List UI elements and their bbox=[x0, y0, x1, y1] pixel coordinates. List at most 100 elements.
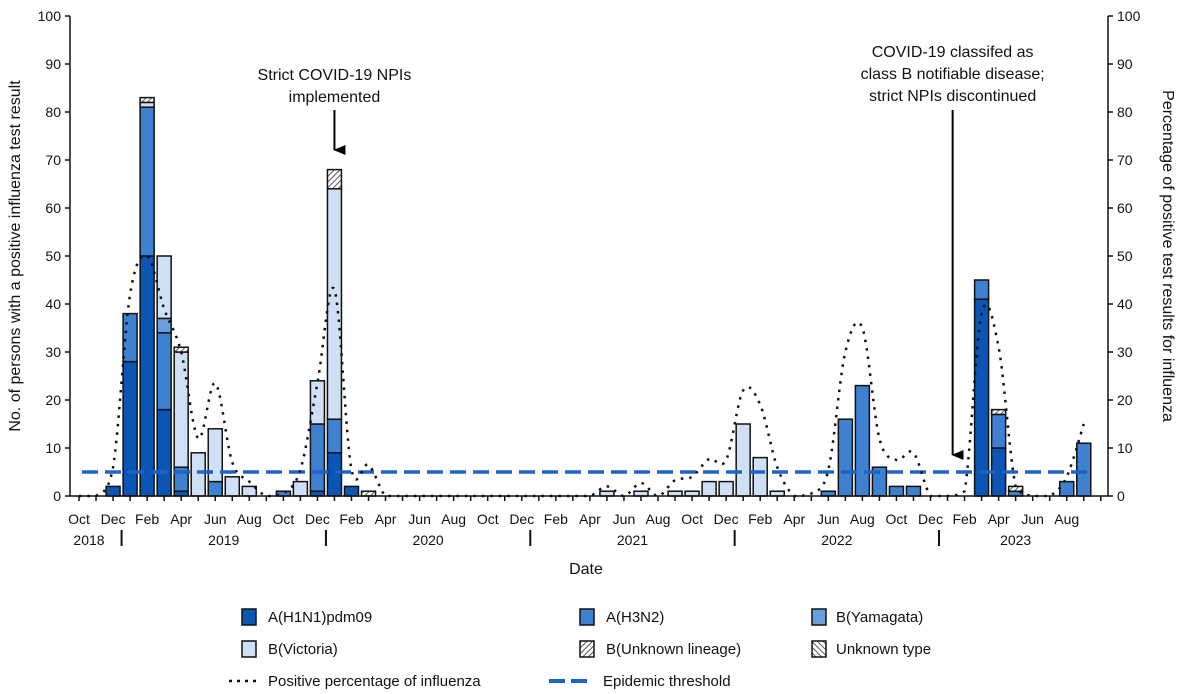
bar-segment-2019-03-0 bbox=[156, 408, 172, 497]
legend-label-threshold: Epidemic threshold bbox=[603, 673, 731, 690]
x-tick-label: Dec bbox=[509, 511, 534, 527]
year-label: 2018 bbox=[73, 532, 104, 548]
y-tick-label-left: 10 bbox=[45, 440, 61, 456]
legend-label-h3n2: A(H3N2) bbox=[606, 609, 664, 626]
legend-swatch-unknown-type bbox=[811, 640, 827, 658]
annotation-text: Strict COVID-19 NPIs bbox=[258, 67, 412, 84]
x-tick-label: Jun bbox=[1021, 511, 1044, 527]
x-tick-label: Feb bbox=[748, 511, 772, 527]
bar-segment-2023-03-1 bbox=[973, 279, 990, 300]
y-tick-label-right: 100 bbox=[1117, 8, 1141, 24]
lines-layer bbox=[79, 254, 1092, 498]
bar-segment-2019-02-1 bbox=[139, 106, 155, 257]
legend: A(H1N1)pdm09 A(H3N2) B(Yamagata) B(Victo… bbox=[229, 608, 931, 690]
bar-segment-2020-02-0 bbox=[343, 485, 360, 497]
x-tick-label: Apr bbox=[988, 511, 1010, 527]
bar-segment-2019-03-3 bbox=[156, 255, 172, 320]
legend-label-victoria: B(Victoria) bbox=[268, 641, 338, 658]
bar-segment-2019-06-3 bbox=[207, 428, 223, 483]
positive-percentage-line bbox=[79, 254, 1085, 498]
y-tick-label-right: 70 bbox=[1117, 152, 1133, 168]
y-tick-label-left: 90 bbox=[45, 56, 61, 72]
annotation-text: COVID-19 classifed as bbox=[872, 44, 1034, 61]
bar-segment-2022-02-3 bbox=[752, 456, 768, 497]
bar-segment-2019-01-1 bbox=[122, 312, 138, 363]
x-tick-label: Jun bbox=[204, 511, 227, 527]
x-tick-label: Aug bbox=[1054, 511, 1079, 527]
legend-label-h1n1: A(H1N1)pdm09 bbox=[268, 609, 372, 626]
year-label: 2021 bbox=[617, 532, 648, 548]
y-tick-label-left: 20 bbox=[45, 392, 61, 408]
y-tick-label-right: 10 bbox=[1117, 440, 1133, 456]
legend-swatch-yamagata bbox=[811, 608, 827, 626]
x-tick-label: Apr bbox=[170, 511, 192, 527]
x-tick-label: Jun bbox=[817, 511, 840, 527]
bar-segment-2019-11-3 bbox=[292, 480, 309, 497]
x-tick-label: Apr bbox=[375, 511, 397, 527]
y-tick-label-left: 30 bbox=[45, 344, 61, 360]
legend-label-unknown-type: Unknown type bbox=[836, 641, 931, 658]
bar-segment-2020-01-4 bbox=[326, 168, 343, 190]
x-tick-label: Jun bbox=[408, 511, 431, 527]
bar-segment-2022-01-3 bbox=[735, 423, 751, 497]
bar-segment-2019-02-0 bbox=[139, 255, 155, 497]
x-tick-label: Dec bbox=[714, 511, 739, 527]
bar-segment-2022-11-1 bbox=[905, 485, 922, 497]
x-tick-label: Feb bbox=[339, 511, 363, 527]
x-tick-label: Dec bbox=[305, 511, 330, 527]
year-label: 2020 bbox=[413, 532, 444, 548]
legend-swatch-h1n1 bbox=[241, 608, 257, 626]
y-tick-label-right: 0 bbox=[1117, 488, 1125, 504]
y-tick-label-left: 70 bbox=[45, 152, 61, 168]
bar-segment-2022-10-1 bbox=[888, 485, 905, 497]
bar-segment-2019-02-4 bbox=[139, 96, 155, 104]
bar-segment-2023-08-1 bbox=[1058, 480, 1075, 497]
y-tick-label-right: 50 bbox=[1117, 248, 1133, 264]
annotation-text: implemented bbox=[289, 89, 381, 106]
bar-segment-2020-01-3 bbox=[326, 188, 343, 420]
legend-swatch-victoria bbox=[241, 640, 257, 658]
legend-label-percentage: Positive percentage of influenza bbox=[268, 673, 481, 690]
bar-segment-2019-04-3 bbox=[173, 351, 189, 468]
x-axis-title: Date bbox=[569, 561, 603, 578]
x-tick-label: Feb bbox=[952, 511, 976, 527]
y2-axis-title: Percentage of positive test results for … bbox=[1159, 90, 1176, 422]
x-tick-label: Jun bbox=[613, 511, 636, 527]
bar-segment-2018-12-0 bbox=[105, 485, 121, 497]
y-tick-label-left: 50 bbox=[45, 248, 61, 264]
bar-segment-2023-03-0 bbox=[973, 298, 990, 497]
annotation-text: strict NPIs discontinued bbox=[869, 88, 1036, 105]
x-tick-label: Apr bbox=[579, 511, 601, 527]
annotations: Strict COVID-19 NPIs implemented COVID-19 … bbox=[258, 44, 1045, 460]
x-tick-label: Feb bbox=[135, 511, 159, 527]
x-tick-label: Aug bbox=[850, 511, 875, 527]
x-tick-label: Oct bbox=[681, 511, 703, 527]
legend-label-yamagata: B(Yamagata) bbox=[836, 609, 923, 626]
annotation-text: class B notifiable disease; bbox=[861, 66, 1045, 83]
x-tick-label: Aug bbox=[237, 511, 262, 527]
bar-segment-2019-12-3 bbox=[309, 380, 326, 425]
x-tick-label: Aug bbox=[646, 511, 671, 527]
bar-segment-2019-05-3 bbox=[190, 452, 206, 497]
x-tick-label: Oct bbox=[68, 511, 90, 527]
bar-segment-2019-03-1 bbox=[156, 332, 172, 411]
bars-layer bbox=[105, 96, 1092, 497]
bar-segment-2019-12-1 bbox=[309, 423, 326, 492]
x-tick-label: Oct bbox=[886, 511, 908, 527]
bar-segment-2022-08-1 bbox=[854, 384, 871, 497]
bar-segment-2019-04-4 bbox=[173, 346, 189, 353]
legend-label-b-unknown: B(Unknown lineage) bbox=[606, 641, 741, 658]
bar-segment-2023-04-4 bbox=[990, 408, 1007, 416]
y-tick-label-left: 60 bbox=[45, 200, 61, 216]
year-label: 2023 bbox=[1000, 532, 1031, 548]
year-label: 2022 bbox=[821, 532, 852, 548]
legend-swatch-b-unknown bbox=[579, 640, 595, 658]
bar-segment-2020-01-1 bbox=[326, 418, 343, 454]
x-tick-label: Oct bbox=[477, 511, 499, 527]
y-tick-label-left: 80 bbox=[45, 104, 61, 120]
y-tick-label-right: 20 bbox=[1117, 392, 1133, 408]
bar-segment-2023-04-1 bbox=[990, 413, 1007, 449]
y-tick-label-right: 90 bbox=[1117, 56, 1133, 72]
